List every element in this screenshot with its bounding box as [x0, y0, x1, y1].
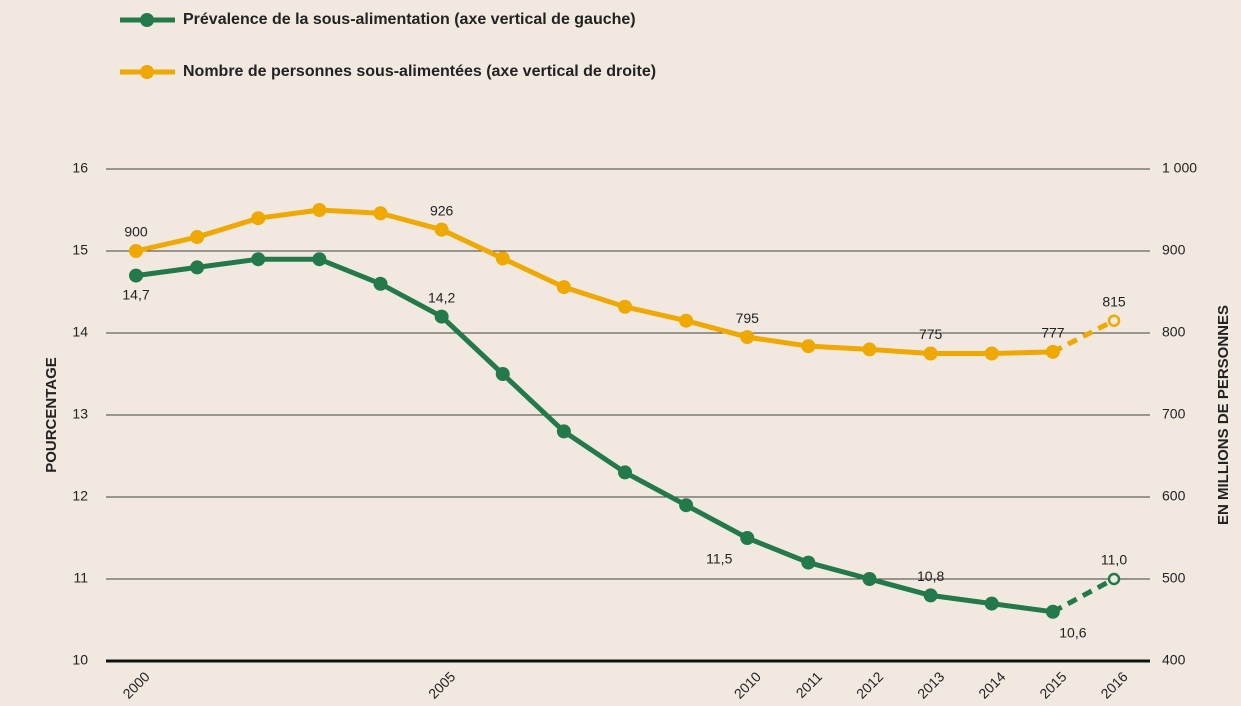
data-label: 10,8 — [917, 568, 944, 584]
y-tick-label: 14 — [72, 324, 88, 340]
data-point — [373, 276, 388, 291]
y2-tick-label: 700 — [1162, 406, 1186, 422]
data-label: 777 — [1041, 325, 1065, 341]
y2-tick-label: 500 — [1162, 570, 1186, 586]
y-tick-label: 13 — [72, 406, 88, 422]
y2-tick-label: 800 — [1162, 324, 1186, 340]
y2-tick-label: 1 000 — [1162, 160, 1197, 176]
data-point — [1045, 604, 1060, 619]
data-point — [495, 367, 510, 381]
data-label: 14,2 — [428, 289, 455, 305]
y-tick-label: 16 — [72, 160, 88, 176]
projected-line — [1051, 318, 1116, 355]
data-label: 10,6 — [1059, 625, 1086, 641]
data-point — [495, 251, 510, 266]
data-point — [1107, 314, 1121, 327]
data-point — [434, 309, 449, 324]
data-point — [862, 342, 877, 357]
data-label: 900 — [124, 224, 148, 240]
data-point — [373, 206, 388, 221]
data-point — [251, 252, 266, 267]
data-point — [679, 313, 694, 328]
data-point — [190, 260, 205, 275]
legend-marker — [140, 13, 154, 27]
data-label: 11,5 — [706, 551, 732, 567]
x-tick-label: 2013 — [914, 668, 947, 701]
data-point — [801, 339, 816, 354]
data-point — [679, 498, 694, 513]
data-point — [740, 330, 755, 345]
data-label: 926 — [430, 202, 454, 218]
x-tick-label: 2016 — [1097, 668, 1130, 701]
data-point — [618, 299, 632, 314]
data-label: 795 — [736, 310, 760, 326]
x-tick-label: 2005 — [425, 668, 458, 701]
data-point — [923, 588, 938, 603]
data-point — [862, 572, 877, 586]
data-point — [312, 203, 327, 217]
data-label: 11,0 — [1101, 552, 1127, 568]
y2-tick-label: 600 — [1162, 488, 1186, 504]
data-point — [984, 596, 999, 611]
legend-label: Nombre de personnes sous-alimentées (axe… — [183, 63, 656, 80]
y-tick-label: 10 — [72, 652, 88, 668]
data-point — [801, 555, 816, 570]
legend-label: Prévalence de la sous-alimentation (axe … — [183, 11, 636, 28]
y2-axis-title: EN MILLIONS DE PERSONNES — [1215, 305, 1232, 525]
data-point — [740, 531, 755, 545]
data-label: 775 — [919, 326, 943, 342]
x-tick-label: 2011 — [793, 668, 826, 701]
x-tick-label: 2014 — [975, 668, 1008, 701]
y-tick-label: 15 — [72, 242, 88, 258]
x-tick-label: 2010 — [731, 668, 764, 701]
data-point — [556, 424, 571, 439]
legend-marker — [140, 65, 154, 79]
y-tick-label: 11 — [73, 570, 88, 586]
data-point — [129, 244, 143, 258]
data-point — [1045, 344, 1060, 359]
data-point — [984, 346, 999, 361]
data-point — [618, 465, 632, 480]
data-point — [1107, 572, 1121, 586]
data-point — [129, 268, 143, 283]
data-point — [923, 346, 938, 361]
data-point — [434, 222, 449, 237]
data-label: 815 — [1102, 293, 1126, 309]
data-point — [190, 230, 205, 245]
series-line — [135, 256, 1054, 615]
data-point — [556, 280, 571, 295]
data-point — [251, 211, 266, 226]
y2-tick-label: 900 — [1162, 242, 1186, 258]
series-line — [135, 207, 1053, 356]
y2-tick-label: 400 — [1162, 652, 1186, 668]
projected-line — [1051, 576, 1116, 615]
x-tick-label: 2012 — [853, 668, 886, 701]
x-tick-label: 2015 — [1036, 668, 1069, 701]
data-label: 14,7 — [122, 286, 149, 302]
data-point — [312, 252, 327, 267]
y-tick-label: 12 — [72, 488, 88, 504]
y-axis-title: POURCENTAGE — [43, 357, 60, 473]
x-tick-label: 2000 — [119, 668, 152, 701]
